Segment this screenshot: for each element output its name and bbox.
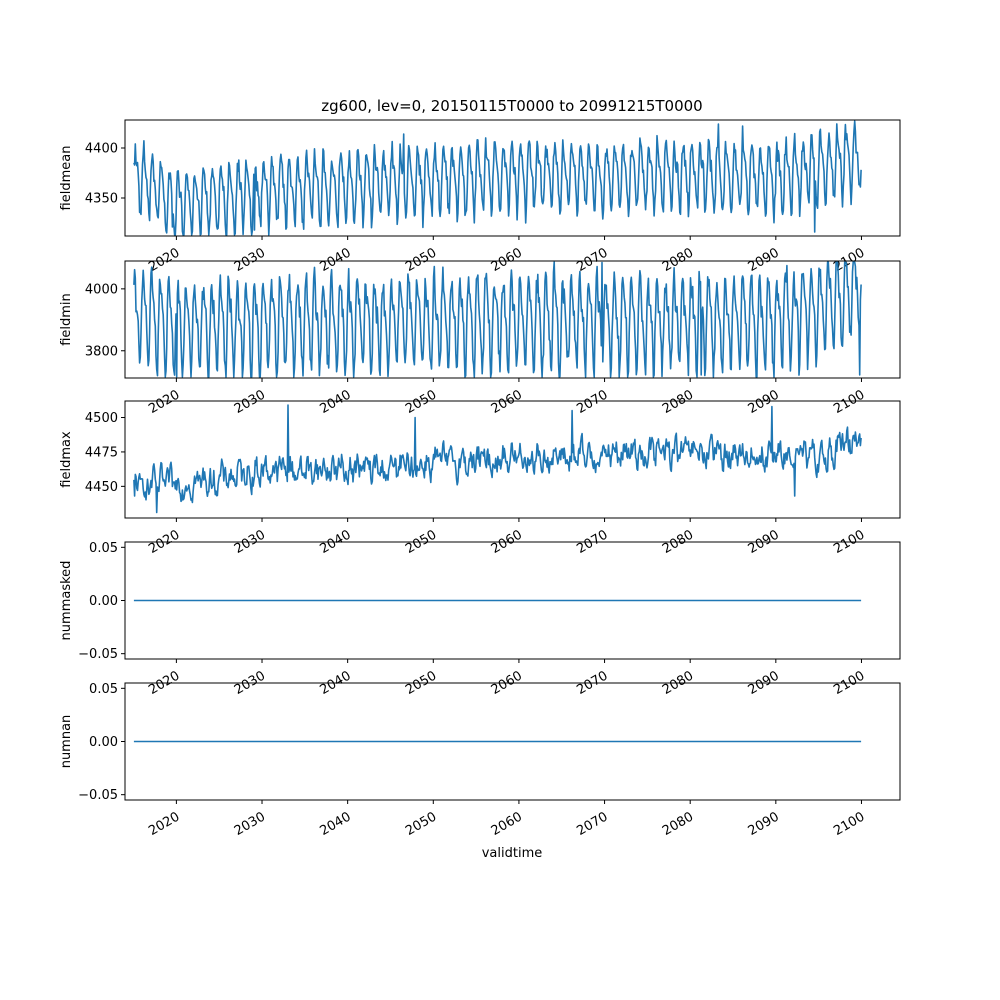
axes-frame	[124, 260, 901, 379]
x-tick-label: 2060	[489, 809, 525, 839]
x-tick-label: 2050	[403, 809, 439, 839]
x-tick-label: 2100	[831, 387, 867, 417]
y-tick-label: 0.00	[89, 735, 118, 750]
x-tick-label: 2040	[317, 809, 353, 839]
y-tick-label: −0.05	[78, 788, 118, 803]
panel-fieldmin: 3800 4000 fieldmin 2020 2030 2040 2050 2060 2070…	[59, 260, 901, 417]
y-axis-label-numnan: numnan	[59, 715, 74, 769]
panel-numnan: −0.05 0.00 0.05 numnan 2020 2030 2040 2050 2060 2…	[59, 682, 901, 839]
x-tick-label: 2080	[660, 245, 696, 275]
y-axis-label-fieldmean: fieldmean	[59, 146, 74, 211]
y-tick-label: 4450	[85, 480, 118, 495]
panels: 4350 4400 fieldmean 2020 2030 2040 2050 2060 207…	[59, 119, 901, 839]
y-tick-label: 4475	[85, 445, 118, 460]
y-tick-label: 3800	[85, 344, 118, 359]
y-axis-label-fieldmin: fieldmin	[59, 293, 74, 346]
y-tick-label: 4500	[85, 411, 118, 426]
x-tick-label: 2070	[574, 809, 610, 839]
y-tick-label: 0.05	[89, 682, 118, 697]
x-tick-label: 2040	[317, 387, 353, 417]
y-tick-label: 4000	[85, 282, 118, 297]
series-line-fieldmean	[133, 120, 862, 236]
x-tick-label: 2080	[660, 809, 696, 839]
x-tick-label: 2070	[574, 245, 610, 275]
y-tick-label: 4350	[85, 192, 118, 207]
x-tick-label: 2030	[232, 809, 268, 839]
x-tick-label: 2090	[746, 245, 782, 275]
x-axis-label: validtime	[482, 846, 543, 861]
y-tick-label: 0.05	[89, 541, 118, 556]
x-tick-label: 2100	[831, 809, 867, 839]
x-tick-label: 2100	[831, 245, 867, 275]
x-tick-label: 2030	[232, 245, 268, 275]
x-tick-label: 2090	[746, 809, 782, 839]
y-axis-label-nummasked: nummasked	[59, 561, 74, 641]
axes-frame	[124, 541, 901, 660]
series-line-fieldmin	[133, 261, 862, 378]
chart-title: zg600, lev=0, 20150115T0000 to 20991215T…	[321, 97, 702, 115]
y-tick-label: 4400	[85, 142, 118, 157]
x-tick-label: 2090	[746, 387, 782, 417]
y-tick-label: 0.00	[89, 594, 118, 609]
x-tick-label: 2020	[146, 387, 182, 417]
x-tick-label: 2050	[403, 387, 439, 417]
y-axis-label-fieldmax: fieldmax	[59, 431, 74, 488]
x-tick-label: 2020	[146, 809, 182, 839]
axes-frame	[124, 682, 901, 801]
axes-frame	[124, 400, 901, 519]
x-tick-label: 2060	[489, 387, 525, 417]
x-tick-label: 2030	[232, 387, 268, 417]
x-tick-label: 2080	[660, 387, 696, 417]
series-line-fieldmax	[133, 404, 862, 514]
y-tick-label: −0.05	[78, 647, 118, 662]
x-tick-label: 2060	[489, 245, 525, 275]
axes-frame	[124, 119, 901, 237]
x-tick-label: 2070	[574, 387, 610, 417]
